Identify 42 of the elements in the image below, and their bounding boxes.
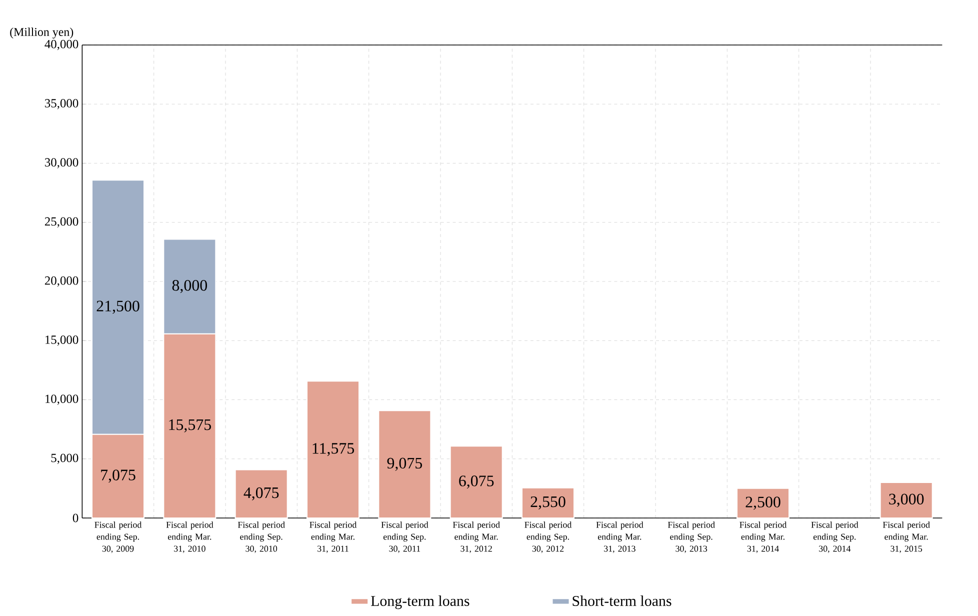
data-label: 6,075 [459, 476, 494, 489]
bar [450, 446, 503, 518]
bar [522, 487, 575, 518]
data-label: 11,575 [312, 443, 354, 456]
y-tick-label: 10,000 [46, 394, 78, 405]
bar [736, 488, 790, 518]
data-label: 3,000 [889, 494, 924, 507]
y-tick-label: 40,000 [44, 40, 78, 50]
data-label: 15,575 [169, 419, 211, 432]
x-tick-label: Fiscal period ending Sep. 30, 2012 [524, 522, 572, 554]
y-tick-label: 35,000 [45, 99, 78, 110]
y-tick-label: 15,000 [46, 336, 78, 346]
y-tick-label: 20,000 [44, 276, 78, 287]
x-tick-label: Fiscal period ending Sep. 30, 2011 [381, 522, 428, 554]
legend-label: Long-term loans [371, 595, 470, 610]
data-label: 8,000 [172, 280, 207, 294]
x-tick-label: Fiscal period ending Sep. 30, 2010 [238, 522, 285, 554]
x-tick-label: Fiscal period ending Sep. 30, 2009 [94, 522, 142, 554]
bar [306, 380, 360, 518]
x-tick-label: Fiscal period ending Sep. 30, 2014 [811, 522, 858, 554]
x-tick-label: Fiscal period ending Mar. 31, 2015 [882, 522, 930, 554]
x-tick-label: Fiscal period ending Sep. 30, 2013 [668, 522, 715, 554]
bar [234, 469, 288, 518]
data-label: 2,500 [746, 496, 780, 510]
x-tick-label: Fiscal period ending Mar. 31, 2010 [166, 522, 214, 554]
x-tick-label: Fiscal period ending Mar. 31, 2012 [452, 522, 500, 554]
y-tick-label: 25,000 [44, 217, 78, 228]
data-label: 9,075 [387, 458, 422, 471]
y-tick-label: 5,000 [51, 454, 78, 464]
y-tick-label: 0 [72, 514, 78, 522]
x-tick-label: Fiscal period ending Mar. 31, 2014 [740, 522, 787, 554]
legend-label: Short-term loans [572, 595, 672, 606]
data-label: 21,500 [96, 300, 140, 314]
x-tick-label: Fiscal period ending Mar. 31, 2011 [310, 522, 357, 554]
y-tick-label: 30,000 [45, 158, 78, 168]
data-label: 2,550 [530, 496, 566, 510]
bar [378, 410, 432, 518]
bar [880, 482, 933, 518]
x-tick-label: Fiscal period ending Mar. 31, 2013 [596, 522, 644, 554]
data-label: 4,075 [244, 487, 279, 500]
y-axis-title: (Million yen) [10, 28, 74, 38]
data-label: 7,075 [101, 470, 136, 483]
